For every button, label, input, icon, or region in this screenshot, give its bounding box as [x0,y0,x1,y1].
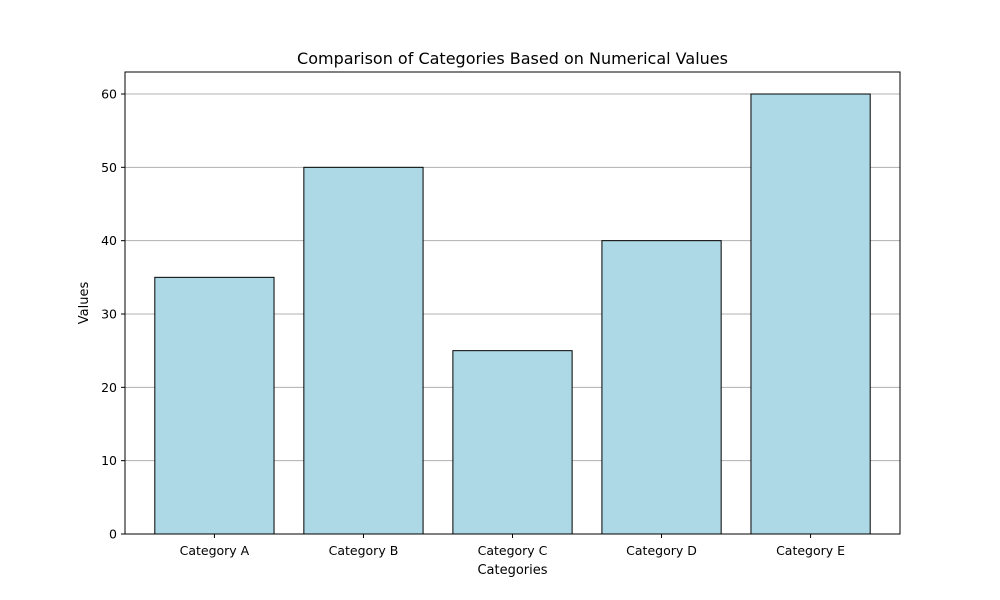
x-tick-label: Category B [329,543,399,558]
x-axis-ticks: Category A Category B Category C Category D… [180,534,845,558]
y-axis-label: Values [77,282,92,325]
x-tick-label: Category D [626,543,697,558]
x-axis-label: Categories [477,563,547,578]
bar-category-b [303,166,424,535]
x-tick-label: Category C [478,543,548,558]
y-axis-ticks: 0 10 20 30 40 50 60 [101,87,125,542]
y-tick-label: 30 [101,307,117,322]
bars [154,93,871,535]
x-tick-label: Category E [776,543,845,558]
y-tick-label: 20 [101,380,117,395]
y-tick-label: 0 [109,527,117,542]
y-tick-label: 10 [101,453,117,468]
bar-category-d [601,240,722,535]
y-tick-label: 60 [101,87,117,102]
y-tick-label: 50 [101,160,117,175]
bar-category-a [154,276,275,535]
bar-category-c [452,350,573,535]
x-tick-label: Category A [180,543,250,558]
y-tick-label: 40 [101,233,117,248]
bar-category-e [750,93,871,535]
chart-title: Comparison of Categories Based on Numeri… [297,49,728,68]
